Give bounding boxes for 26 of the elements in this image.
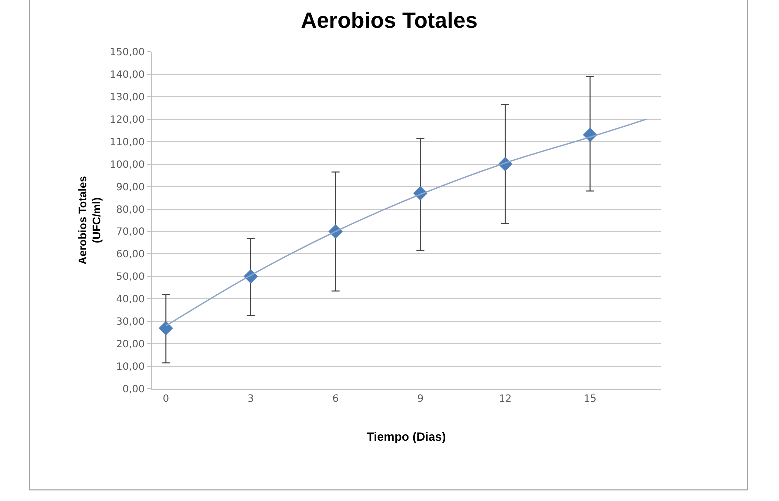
chart-title: Aerobios Totales bbox=[301, 8, 478, 33]
y-tick-label: 90,00 bbox=[116, 182, 145, 194]
y-tick-label: 120,00 bbox=[110, 114, 145, 126]
y-tick-label: 10,00 bbox=[116, 362, 145, 374]
y-axis-title: Aerobios Totales (UFC/ml) bbox=[77, 176, 104, 265]
y-tick-label: 20,00 bbox=[116, 340, 145, 351]
y-tick-label: 130,00 bbox=[110, 92, 145, 104]
y-tick-label: 140,00 bbox=[110, 70, 145, 81]
y-tick-label: 70,00 bbox=[116, 227, 145, 238]
y-tick-label: 30,00 bbox=[116, 317, 145, 328]
y-tick-label: 100,00 bbox=[110, 160, 145, 171]
x-tick-label: 9 bbox=[417, 394, 424, 405]
y-tick-label: 60,00 bbox=[116, 250, 145, 261]
x-tick-label: 0 bbox=[162, 394, 170, 405]
x-tick-label: 3 bbox=[248, 394, 254, 405]
x-axis-title: Tiempo (Dias) bbox=[366, 430, 446, 444]
y-tick-label: 80,00 bbox=[116, 204, 145, 216]
y-tick-label: 50,00 bbox=[116, 272, 145, 284]
x-tick-label: 12 bbox=[499, 394, 512, 405]
x-tick-label: 6 bbox=[332, 394, 339, 405]
y-tick-label: 110,00 bbox=[110, 137, 145, 148]
y-tick-label: 40,00 bbox=[116, 294, 145, 306]
point bbox=[158, 321, 174, 336]
y-tick-label: 0,00 bbox=[122, 384, 145, 396]
x-tick-label: 15 bbox=[584, 394, 597, 405]
y-tick-label: 150,00 bbox=[110, 48, 145, 58]
